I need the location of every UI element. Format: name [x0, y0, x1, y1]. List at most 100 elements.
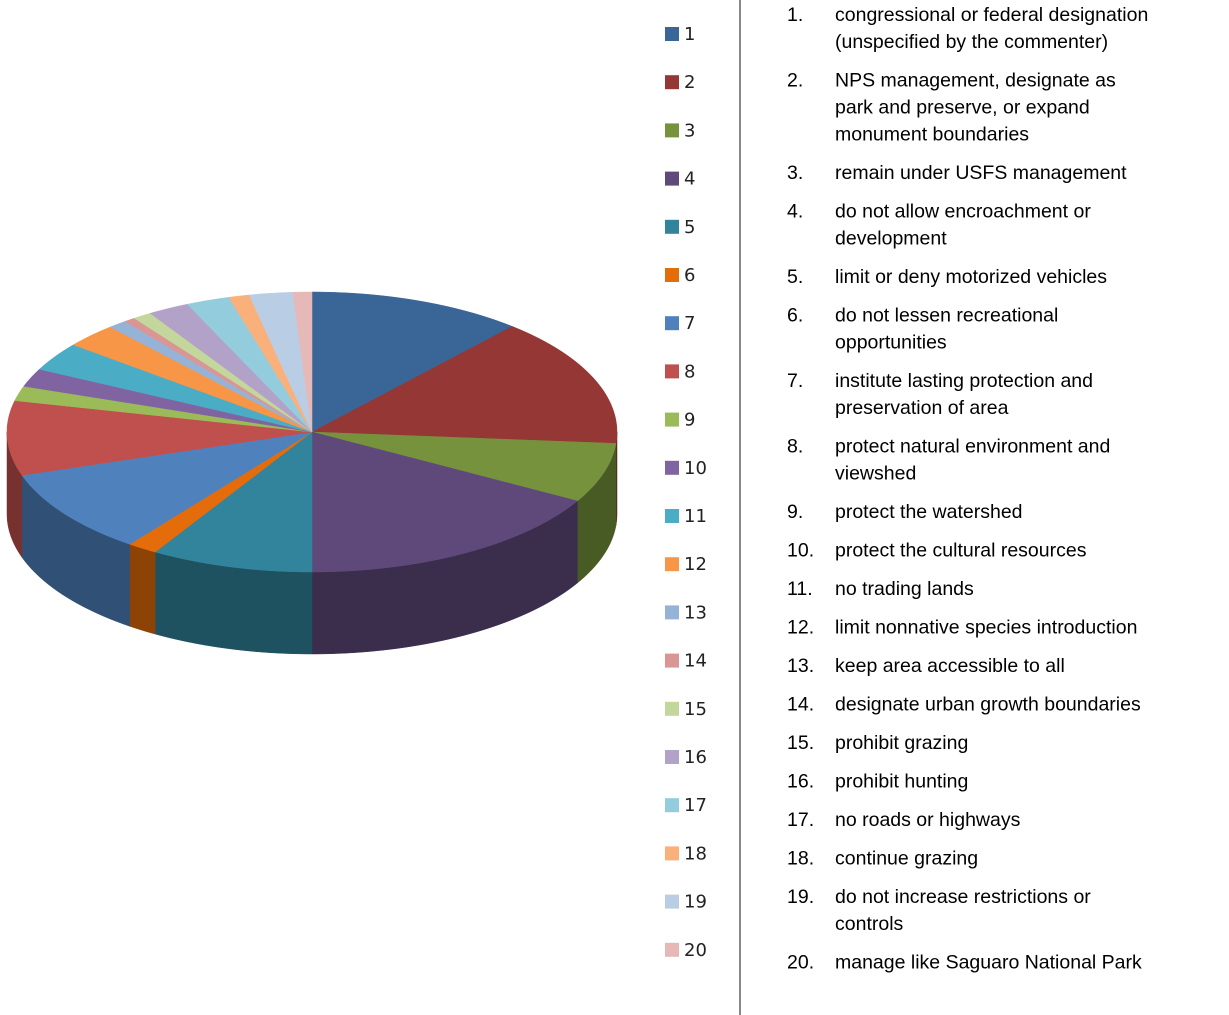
slice	[292, 291, 313, 433]
slice	[149, 303, 313, 433]
legend-swatch	[665, 605, 679, 620]
legend-swatch	[665, 75, 679, 90]
item-text: prohibit hunting	[835, 771, 968, 793]
legend-label: 8	[684, 361, 695, 382]
item-text: prohibit grazing	[835, 732, 968, 754]
legend-label: 11	[684, 506, 707, 527]
item-number: 5.	[787, 266, 803, 288]
item-number: 17.	[787, 809, 814, 831]
legend-label: 20	[684, 940, 707, 961]
slice	[311, 431, 578, 573]
legend-swatch	[665, 460, 679, 475]
slice	[129, 431, 313, 553]
item-number: 18.	[787, 848, 814, 870]
item-number: 10.	[787, 540, 814, 562]
legend-swatch	[665, 171, 679, 186]
item-text: monument boundaries	[835, 124, 1029, 146]
slice	[23, 368, 313, 433]
item-text: continue grazing	[835, 848, 978, 870]
item-text: manage like Saguaro National Park	[835, 952, 1142, 974]
legend-label: 19	[684, 892, 707, 913]
item-text: development	[835, 228, 947, 250]
item-text: congressional or federal designation	[835, 4, 1148, 26]
legend-swatch	[665, 894, 679, 909]
item-text: remain under USFS management	[835, 162, 1127, 184]
item-text: protect the cultural resources	[835, 540, 1087, 562]
item-number: 4.	[787, 201, 803, 223]
slice	[311, 326, 618, 444]
item-text: opportunities	[835, 332, 947, 354]
legend-label: 9	[684, 410, 695, 431]
item-number: 14.	[787, 694, 814, 716]
item-text: (unspecified by the commenter)	[835, 31, 1108, 53]
item-text: protect the watershed	[835, 501, 1023, 523]
item-number: 13.	[787, 655, 814, 677]
slice	[311, 431, 617, 502]
item-text: controls	[835, 913, 904, 935]
item-text: no roads or highways	[835, 809, 1021, 831]
item-number: 11.	[787, 578, 813, 600]
item-text: no trading lands	[835, 578, 974, 600]
legend-label: 1	[684, 24, 695, 45]
slice	[186, 297, 313, 433]
legend-label: 18	[684, 843, 707, 864]
slice-side	[129, 543, 156, 635]
slice	[38, 344, 313, 433]
pie-sides	[6, 431, 618, 655]
legend-label: 5	[684, 217, 695, 238]
item-text: do not lessen recreational	[835, 305, 1058, 327]
legend-swatch	[665, 27, 679, 41]
item-number: 20.	[787, 952, 814, 974]
legend-swatch	[665, 653, 679, 668]
item-text: limit or deny motorized vehicles	[835, 266, 1107, 288]
legend-swatch	[665, 123, 679, 138]
slice	[311, 291, 513, 433]
legend-swatch	[665, 219, 679, 234]
item-text: protect natural environment and	[835, 436, 1110, 458]
item-text: designate urban growth boundaries	[835, 694, 1141, 716]
legend-swatch	[665, 750, 679, 764]
slice	[6, 400, 313, 476]
legend-swatch	[665, 798, 679, 813]
item-text: NPS management, designate as	[835, 70, 1116, 92]
legend-label: 17	[684, 795, 707, 816]
slice	[21, 431, 313, 545]
legend-swatch	[665, 364, 679, 379]
slice	[14, 385, 313, 433]
item-text: keep area accessible to all	[835, 655, 1065, 677]
legend-label: 3	[684, 120, 695, 141]
legend-label: 16	[684, 747, 707, 768]
item-text: viewshed	[835, 463, 916, 485]
item-text: institute lasting protection and	[835, 370, 1093, 392]
legend-label: 2	[684, 72, 695, 93]
item-text: preservation of area	[835, 397, 1009, 419]
legend-swatch	[665, 509, 679, 523]
legend-label: 6	[684, 265, 695, 286]
item-number: 19.	[787, 886, 814, 908]
item-number: 9.	[787, 501, 803, 523]
legend-swatch	[665, 557, 679, 572]
legend-swatch	[665, 942, 679, 957]
item-number: 1.	[787, 4, 803, 26]
item-number: 12.	[787, 617, 814, 639]
item-number: 3.	[787, 162, 803, 184]
slice	[154, 431, 313, 573]
legend-label: 15	[684, 699, 707, 720]
item-number: 6.	[787, 305, 803, 327]
item-text: park and preserve, or expand	[835, 97, 1090, 119]
pie-tops	[6, 291, 618, 573]
item-text: do not allow encroachment or	[835, 201, 1091, 223]
legend-label: 14	[684, 651, 707, 672]
legend-label: 13	[684, 602, 707, 623]
item-number: 8.	[787, 436, 803, 458]
legend-swatch	[665, 316, 679, 331]
item-number: 16.	[787, 771, 814, 793]
legend-swatch	[665, 412, 679, 427]
description-list: 1. congressional or federal designation (u…	[787, 4, 1148, 974]
legend-label: 12	[684, 554, 707, 575]
item-number: 7.	[787, 370, 803, 392]
item-number: 15.	[787, 732, 814, 754]
